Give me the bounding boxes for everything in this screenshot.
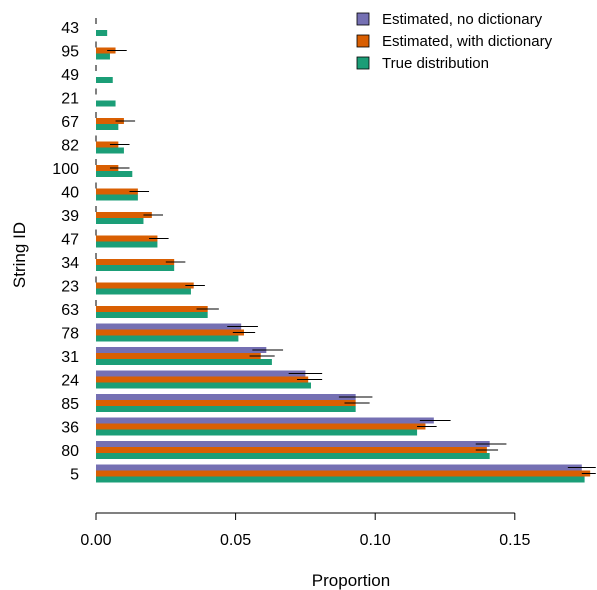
legend: Estimated, no dictionary Estimated, with … bbox=[356, 11, 553, 72]
bar bbox=[96, 53, 110, 60]
bar bbox=[96, 218, 144, 224]
bar bbox=[96, 382, 311, 389]
y-tick-label: 85 bbox=[61, 396, 79, 413]
y-tick-label: 24 bbox=[61, 373, 79, 390]
bar bbox=[96, 400, 356, 406]
bar bbox=[96, 259, 175, 265]
bar bbox=[96, 147, 124, 154]
bar bbox=[96, 118, 124, 124]
y-tick-label: 36 bbox=[61, 420, 79, 437]
legend-label: Estimated, no dictionary bbox=[382, 11, 543, 28]
y-tick-label: 95 bbox=[61, 44, 79, 61]
bar bbox=[96, 359, 272, 365]
bar bbox=[96, 141, 119, 148]
bar bbox=[96, 235, 158, 242]
y-tick-label: 5 bbox=[70, 467, 79, 484]
bar bbox=[96, 370, 306, 377]
y-tick-label: 63 bbox=[61, 302, 79, 319]
y-tick-label: 80 bbox=[61, 443, 79, 460]
bar bbox=[96, 423, 426, 430]
y-tick-label: 40 bbox=[61, 185, 79, 202]
bar bbox=[96, 329, 244, 336]
y-tick-label: 34 bbox=[61, 255, 79, 272]
bar bbox=[96, 470, 591, 477]
bar bbox=[96, 77, 113, 83]
bar bbox=[96, 312, 208, 318]
bar bbox=[96, 453, 490, 459]
bar bbox=[96, 100, 116, 107]
bar bbox=[96, 288, 191, 295]
bar bbox=[96, 212, 152, 218]
bar bbox=[96, 194, 138, 201]
legend-swatch bbox=[356, 34, 370, 48]
bar bbox=[96, 394, 356, 400]
error-bars-layer bbox=[107, 50, 596, 474]
y-tick-label: 67 bbox=[61, 114, 79, 131]
bar bbox=[96, 441, 490, 447]
bar bbox=[96, 323, 242, 330]
y-tick-label: 39 bbox=[61, 208, 79, 225]
y-tick-label: 100 bbox=[52, 161, 79, 178]
bar bbox=[96, 376, 309, 383]
bar bbox=[96, 124, 119, 130]
y-tick-label: 78 bbox=[61, 326, 79, 343]
y-tick-label: 47 bbox=[61, 232, 79, 249]
x-tick-label: 0.05 bbox=[220, 532, 251, 549]
y-axis-label: String ID bbox=[10, 222, 29, 288]
x-axis-label: Proportion bbox=[312, 571, 390, 590]
bar bbox=[96, 406, 356, 412]
bar bbox=[96, 282, 194, 289]
bar bbox=[96, 447, 487, 453]
bar bbox=[96, 464, 582, 471]
legend-label: Estimated, with dictionary bbox=[382, 33, 553, 50]
legend-swatch bbox=[356, 56, 370, 70]
bar bbox=[96, 347, 267, 353]
y-tick-label: 82 bbox=[61, 138, 79, 155]
bar bbox=[96, 417, 434, 424]
bar bbox=[96, 265, 175, 271]
y-tick-label: 23 bbox=[61, 279, 79, 296]
bar bbox=[96, 165, 119, 171]
y-tick-label: 31 bbox=[61, 349, 79, 366]
y-tick-label: 21 bbox=[61, 91, 79, 108]
bar bbox=[96, 353, 261, 359]
bars-layer bbox=[95, 18, 591, 483]
x-tick-label: 0.00 bbox=[80, 532, 111, 549]
x-axis: 0.00 0.05 0.10 0.15 bbox=[80, 512, 530, 549]
x-tick-label: 0.10 bbox=[360, 532, 391, 549]
bar bbox=[96, 306, 208, 312]
legend-swatch bbox=[356, 12, 370, 26]
bar bbox=[96, 429, 418, 436]
y-tick-labels: 43 95 49 21 67 82 100 40 39 47 34 23 63 78 31 24 85 36 80 5 bbox=[52, 20, 79, 484]
bar bbox=[96, 171, 133, 177]
bar bbox=[96, 188, 138, 195]
bar bbox=[96, 476, 585, 483]
bar bbox=[96, 30, 108, 36]
bar bbox=[96, 47, 116, 54]
x-tick-label: 0.15 bbox=[499, 532, 530, 549]
bar bbox=[96, 335, 239, 342]
bar bbox=[96, 241, 158, 248]
legend-label: True distribution bbox=[382, 55, 489, 72]
y-tick-label: 49 bbox=[61, 67, 79, 84]
y-tick-label: 43 bbox=[61, 20, 79, 37]
